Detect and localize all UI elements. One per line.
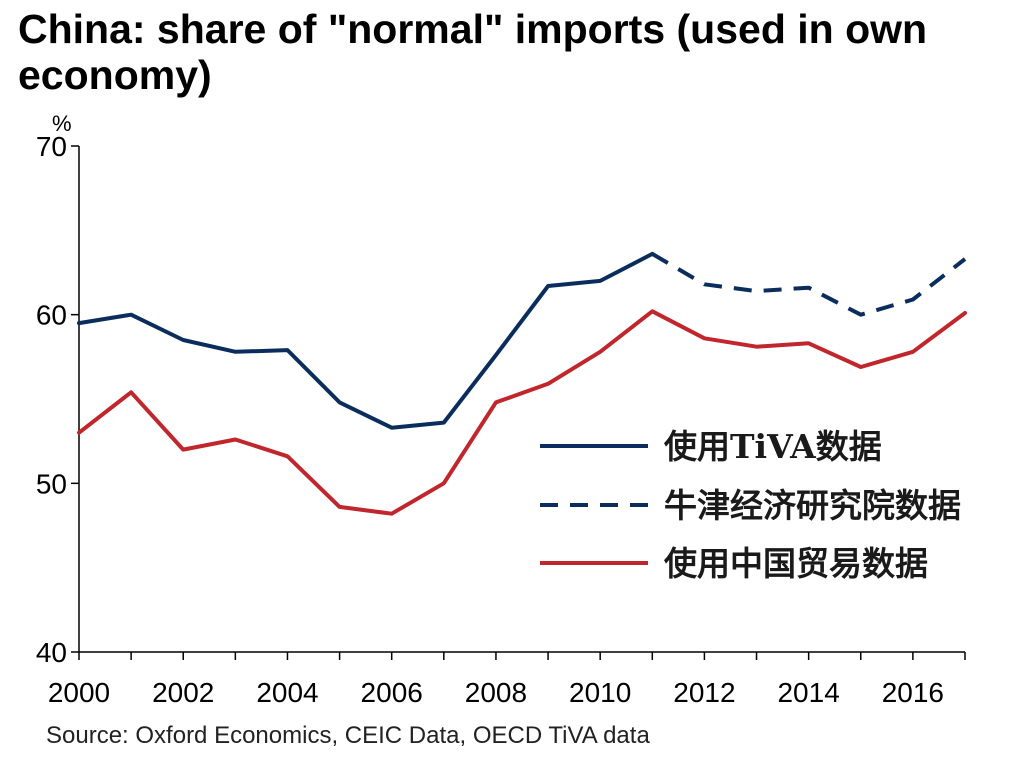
series-line-0 <box>77 251 655 430</box>
x-tick-label: 2014 <box>777 677 839 708</box>
y-tick-label: 40 <box>36 637 67 668</box>
x-tick-label: 2000 <box>48 677 110 708</box>
legend-label-1: 牛津经济研究院数据 <box>664 486 961 525</box>
x-tick-label: 2006 <box>361 677 423 708</box>
series-layer <box>77 251 967 516</box>
axes: 70 60 50 40% 2000 2002 2004 2006 2008 2010 2012 201… <box>36 111 966 708</box>
series-line-2 <box>77 309 967 516</box>
source-note: Source: Oxford Economics, CEIC Data, OEC… <box>46 722 650 749</box>
x-tick-label: 2004 <box>256 677 318 708</box>
x-tick-label: 2008 <box>465 677 527 708</box>
legend-label-0: 使用TiVA数据 <box>664 427 882 466</box>
legend-label-2: 使用中国贸易数据 <box>664 544 928 583</box>
y-unit-label: % <box>52 111 72 136</box>
x-tick-label: 2016 <box>882 677 944 708</box>
x-tick-label: 2002 <box>152 677 214 708</box>
y-tick-label: 50 <box>36 468 67 499</box>
series-line-1 <box>651 252 967 317</box>
y-tick-label: 60 <box>36 300 67 331</box>
y-tick-label: 70 <box>36 131 67 162</box>
chart-title: China: share of "normal" imports (used i… <box>18 6 928 98</box>
x-tick-label: 2012 <box>673 677 735 708</box>
x-tick-label: 2010 <box>569 677 631 708</box>
